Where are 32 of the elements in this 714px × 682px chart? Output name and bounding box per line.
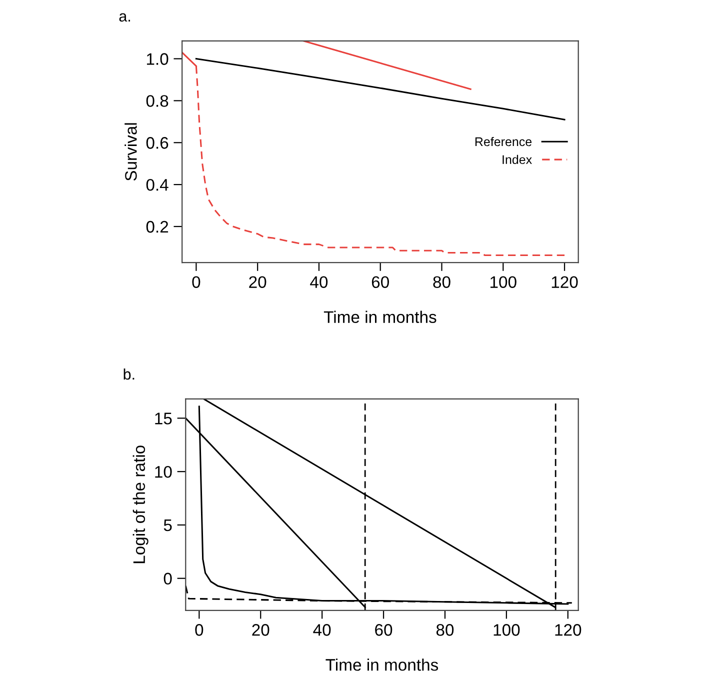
x-tick-label: 80 <box>433 276 450 288</box>
x-tick-label: 20 <box>249 276 266 288</box>
x-tick-label: 120 <box>552 276 578 288</box>
y-tick-label: 0.2 <box>146 220 168 233</box>
x-tick-label: 40 <box>310 276 328 288</box>
y-tick-label: 0.8 <box>146 95 168 107</box>
y-tick-label: 0 <box>164 572 172 585</box>
x-tick-label: 80 <box>436 624 454 636</box>
x-tick-label: 0 <box>192 276 200 288</box>
x-tick-label: 0 <box>195 624 204 636</box>
y-axis-title: Logit of the ratio <box>132 446 148 564</box>
y-tick-label: 0.4 <box>146 178 168 191</box>
y-axis-title: Survival <box>124 123 137 181</box>
chart-title: a. <box>119 13 130 22</box>
y-tick-label: 0.6 <box>146 137 168 149</box>
x-tick-label: 20 <box>252 624 270 636</box>
line-series <box>195 58 566 120</box>
x-tick-label: 60 <box>372 276 389 288</box>
x-axis-title: Time in months <box>326 658 438 671</box>
x-tick-label: 120 <box>555 624 582 636</box>
x-tick-label: 100 <box>490 276 516 288</box>
legend-label: Reference <box>475 136 532 146</box>
y-tick-label: 15 <box>155 412 172 424</box>
y-tick-label: 10 <box>155 466 172 478</box>
legend-label: Index <box>502 154 532 164</box>
x-tick-label: 40 <box>313 624 331 636</box>
x-axis-title: Time in months <box>324 310 436 323</box>
chart-title: b. <box>124 368 134 380</box>
y-tick-label: 5 <box>164 520 172 532</box>
x-tick-label: 100 <box>494 624 520 636</box>
y-tick-label: 1.0 <box>146 53 168 65</box>
x-tick-label: 60 <box>375 624 392 636</box>
